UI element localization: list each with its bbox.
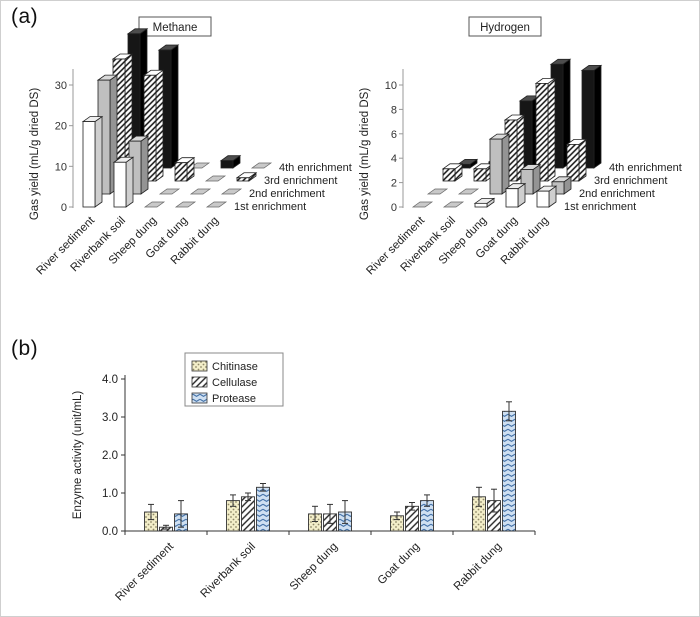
svg-text:10: 10	[385, 80, 397, 92]
svg-text:4th enrichment: 4th enrichment	[609, 162, 682, 174]
svg-text:1st enrichment: 1st enrichment	[234, 201, 306, 213]
panel-b-label: (b)	[11, 337, 39, 360]
svg-text:Protease: Protease	[212, 393, 256, 405]
svg-text:Gas yield (mL/g dried DS): Gas yield (mL/g dried DS)	[359, 88, 371, 220]
svg-text:Chitinase: Chitinase	[212, 361, 258, 373]
svg-text:0: 0	[61, 202, 67, 214]
svg-text:Methane: Methane	[153, 22, 198, 34]
svg-text:4: 4	[391, 153, 397, 165]
svg-text:Riverbank soil: Riverbank soil	[69, 215, 129, 275]
methane-3d-chart: 0 10 20 30 Gas yield (mL/g dried DS) Methane 4…	[29, 16, 352, 277]
svg-text:Rabbit dung: Rabbit dung	[452, 541, 504, 593]
svg-text:Riverbank soil: Riverbank soil	[199, 541, 259, 601]
svg-text:Gas yield (mL/g dried DS): Gas yield (mL/g dried DS)	[29, 88, 41, 220]
svg-text:20: 20	[55, 121, 67, 133]
svg-text:Goat dung: Goat dung	[376, 541, 422, 587]
svg-text:6: 6	[391, 129, 397, 141]
svg-text:Riverbank soil: Riverbank soil	[399, 215, 459, 275]
svg-text:2nd enrichment: 2nd enrichment	[249, 188, 325, 200]
svg-text:0.0: 0.0	[102, 526, 118, 538]
svg-text:Hydrogen: Hydrogen	[480, 22, 530, 34]
svg-text:3rd enrichment: 3rd enrichment	[264, 175, 337, 187]
svg-text:River sediment: River sediment	[113, 540, 176, 603]
svg-text:4.0: 4.0	[102, 374, 118, 386]
svg-text:10: 10	[55, 161, 67, 173]
svg-text:2.0: 2.0	[102, 450, 118, 462]
svg-text:2nd enrichment: 2nd enrichment	[579, 188, 655, 200]
svg-text:3.0: 3.0	[102, 412, 118, 424]
svg-text:0: 0	[391, 202, 397, 214]
panel-a-label: (a)	[11, 5, 39, 28]
svg-text:2: 2	[391, 178, 397, 190]
enzyme-activity-bar-chart: 0.0 1.0 2.0 3.0 4.0 Enzyme activity (unit/mL)…	[72, 352, 536, 603]
svg-text:4th enrichment: 4th enrichment	[279, 162, 352, 174]
svg-text:Enzyme activity (unit/mL): Enzyme activity (unit/mL)	[72, 391, 84, 520]
hydrogen-3d-chart: 0 2 4 6 8 10 Gas yield (mL/g dried DS) Hydrogen…	[359, 16, 682, 277]
svg-text:1.0: 1.0	[102, 488, 118, 500]
svg-text:Sheep dung: Sheep dung	[288, 541, 340, 593]
svg-text:8: 8	[391, 104, 397, 116]
svg-text:1st enrichment: 1st enrichment	[564, 201, 636, 213]
svg-text:30: 30	[55, 80, 67, 92]
svg-text:3rd enrichment: 3rd enrichment	[594, 175, 667, 187]
svg-text:Cellulase: Cellulase	[212, 377, 257, 389]
